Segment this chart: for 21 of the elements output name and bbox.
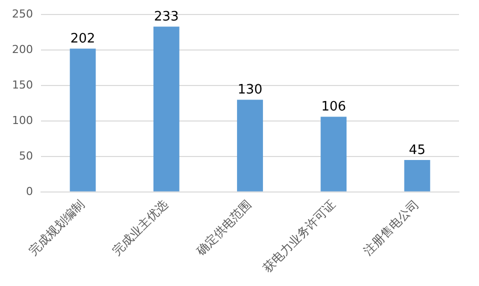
data-label: 202 — [70, 32, 96, 47]
y-tick-label: 250 — [12, 7, 33, 20]
bar — [320, 116, 347, 192]
bar — [404, 160, 430, 192]
bar — [237, 100, 263, 192]
data-label: 233 — [154, 10, 179, 25]
y-tick-label: 0 — [26, 184, 33, 198]
x-tick-label: 确定供电范围 — [192, 197, 254, 259]
y-tick-label: 150 — [12, 78, 33, 92]
x-tick-label: 完成业主优选 — [110, 197, 171, 258]
bar — [153, 26, 180, 192]
x-tick-label: 完成规划编制 — [26, 197, 88, 258]
y-tick-label: 50 — [18, 149, 33, 162]
y-tick-label: 100 — [12, 114, 33, 127]
data-label: 45 — [408, 142, 426, 158]
x-tick-label: 获电力业务许可证 — [260, 197, 338, 276]
data-label: 106 — [321, 100, 346, 115]
y-tick-label: 200 — [12, 42, 33, 56]
bar — [70, 48, 96, 192]
x-tick-label: 注册售电公司 — [360, 197, 422, 258]
data-label: 130 — [238, 82, 262, 98]
